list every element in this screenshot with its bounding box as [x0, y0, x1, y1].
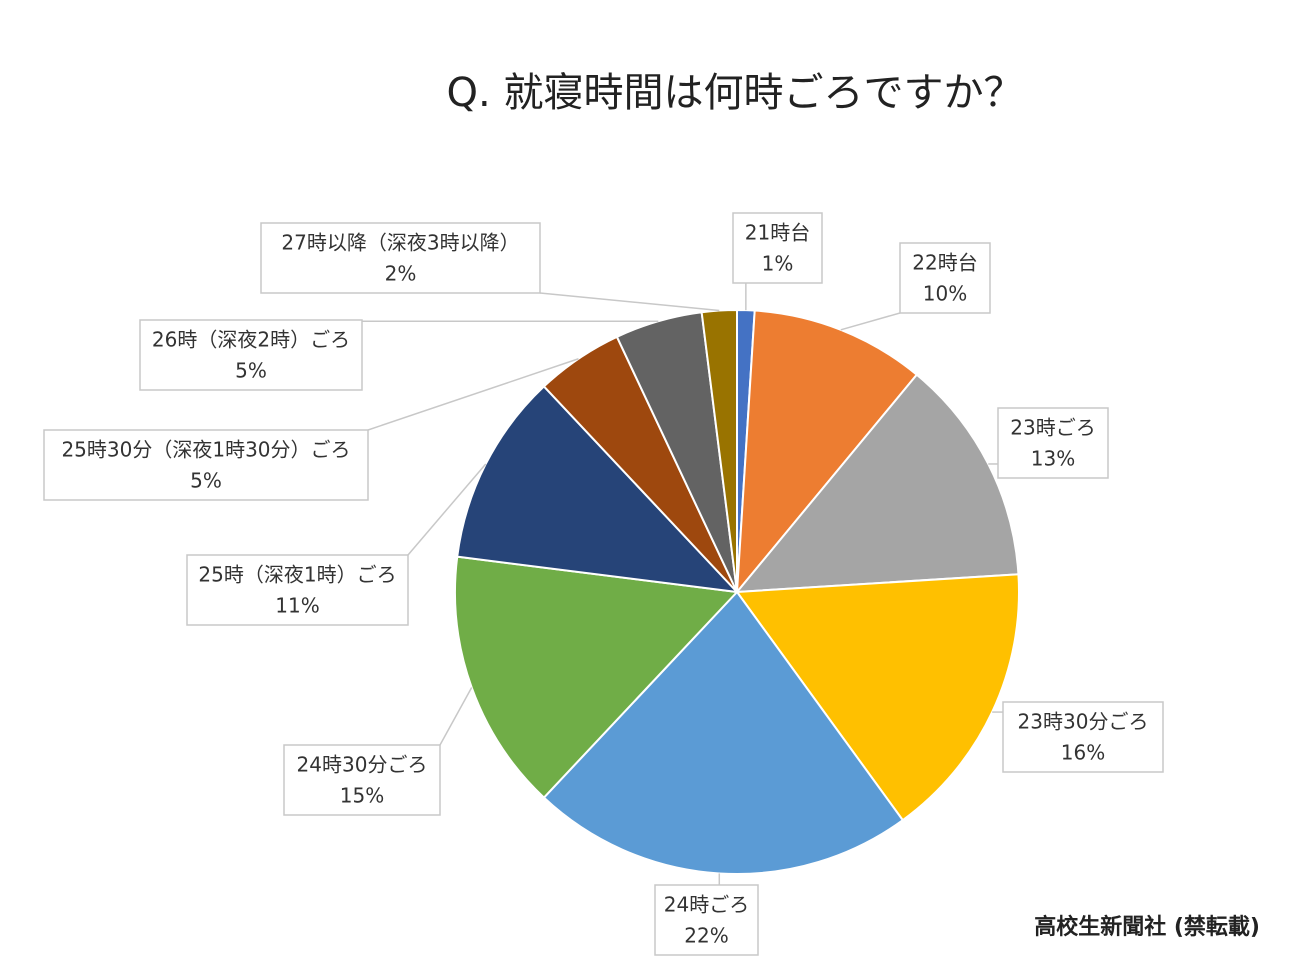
pie-slice: [454, 555, 740, 799]
slice-value-label: 16%: [1061, 741, 1105, 765]
slice-value-label: 5%: [190, 469, 222, 493]
slice-label: 27時以降（深夜3時以降）: [281, 231, 519, 255]
chart-title: Q. 就寝時間は何時ごろですか？: [447, 70, 1024, 116]
slice-label: 24時30分ごろ: [297, 753, 428, 777]
slice-label: 22時台: [912, 251, 977, 275]
pie-slice: [456, 385, 740, 594]
slice-value-label: 22%: [684, 924, 728, 948]
slice-label: 23時ごろ: [1010, 416, 1095, 440]
pie-slice: [734, 373, 1020, 594]
slice-value-label: 1%: [762, 252, 794, 276]
label-box: [260, 222, 541, 294]
slice-label: 24時ごろ: [664, 893, 749, 917]
slice-value-label: 11%: [275, 594, 319, 618]
label-box: [997, 407, 1109, 479]
slice-label: 23時30分ごろ: [1018, 710, 1149, 734]
leader-line: [407, 463, 487, 556]
slice-value-label: 10%: [923, 282, 967, 306]
label-box: [43, 429, 369, 501]
slice-label: 25時（深夜1時）ごろ: [198, 563, 396, 587]
slice-label: 21時台: [745, 221, 810, 245]
leader-line: [539, 292, 720, 312]
leader-line: [367, 358, 579, 431]
slice-value-label: 15%: [340, 784, 384, 808]
label-box: [732, 212, 823, 284]
pie-slice: [735, 573, 1020, 822]
pie-slice: [735, 309, 919, 596]
leader-line: [439, 687, 473, 746]
pie-slice: [542, 590, 905, 875]
slice-value-label: 13%: [1031, 447, 1075, 471]
label-box: [283, 744, 441, 816]
slice-label: 26時（深夜2時）ごろ: [152, 328, 350, 352]
label-box: [899, 242, 991, 314]
leader-line: [840, 312, 901, 331]
slice-value-label: 5%: [235, 359, 267, 383]
label-box: [186, 554, 409, 626]
slice-value-label: 2%: [385, 262, 417, 286]
source-note: 高校生新聞社 (禁転載): [1034, 914, 1260, 940]
label-box: [1002, 701, 1164, 773]
label-box: [139, 319, 363, 391]
slice-label: 25時30分（深夜1時30分）ごろ: [61, 438, 350, 462]
label-box: [654, 884, 759, 956]
